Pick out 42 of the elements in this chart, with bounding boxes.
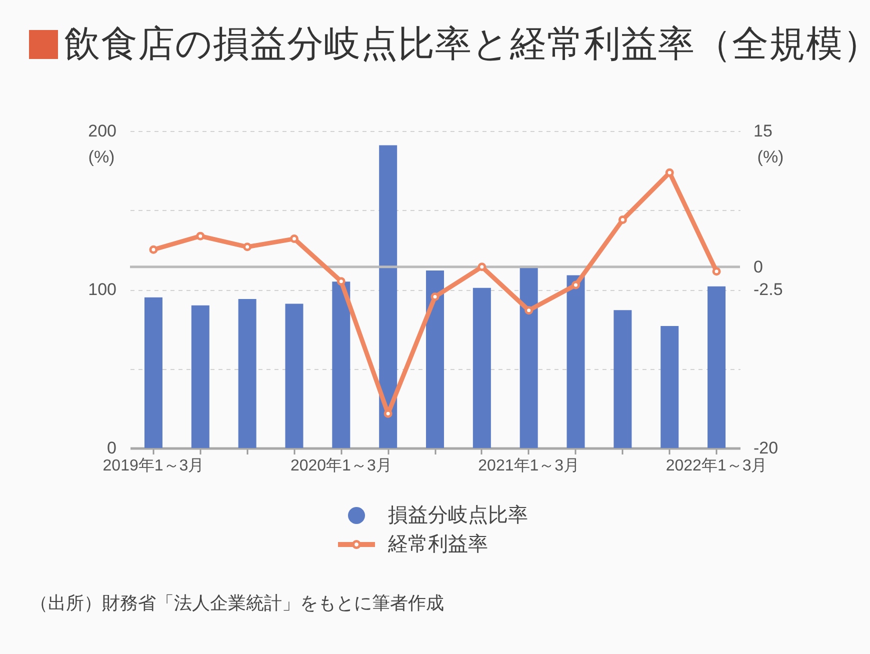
- point: [618, 216, 627, 224]
- bar: [379, 145, 398, 448]
- bar: [285, 304, 304, 448]
- y2-tick-label: 0: [754, 257, 763, 276]
- chart-title: 飲食店の損益分岐点比率と経常利益率（全規模）: [64, 22, 870, 66]
- bar: [332, 282, 350, 448]
- point: [712, 267, 721, 276]
- y2-tick-label: -2.5: [754, 280, 783, 299]
- x-tick-label: 2021年1～3月: [478, 458, 580, 474]
- bar: [238, 299, 256, 448]
- y-axis-title: (%): [88, 148, 115, 166]
- bar: [614, 310, 632, 448]
- point: [336, 277, 346, 286]
- legend-label: 経常利益率: [387, 534, 488, 556]
- point: [149, 245, 158, 254]
- point: [430, 292, 440, 301]
- bar: [426, 270, 444, 448]
- bar: [566, 275, 585, 448]
- point: [524, 306, 534, 315]
- y-tick-label: 100: [88, 280, 116, 299]
- x-tick-label: 2022年1～3月: [666, 458, 768, 474]
- point: [478, 262, 486, 272]
- bar: [191, 305, 210, 448]
- text: （出所）財務省「法人企業統計」をもとに筆者作成: [30, 592, 444, 615]
- y2-axis-title: (%): [757, 148, 784, 166]
- y-tick-label: 0: [107, 438, 116, 458]
- point: [243, 242, 252, 252]
- x-tick-label: 2020年1～3月: [290, 458, 392, 474]
- legend-label: 損益分岐点比率: [388, 504, 528, 526]
- bar: [144, 297, 162, 448]
- bar: [708, 286, 726, 448]
- y2-tick-label: -20: [754, 438, 778, 458]
- bar: [520, 266, 538, 448]
- bar: [472, 288, 491, 448]
- y-tick-label: 200: [88, 122, 116, 140]
- y2-tick-label: 15: [754, 122, 772, 140]
- bar: [660, 326, 679, 448]
- x-tick-label: 2019年1～3月: [102, 458, 204, 474]
- point: [665, 168, 674, 177]
- point: [572, 280, 580, 290]
- point: [196, 232, 205, 240]
- point: [290, 234, 298, 244]
